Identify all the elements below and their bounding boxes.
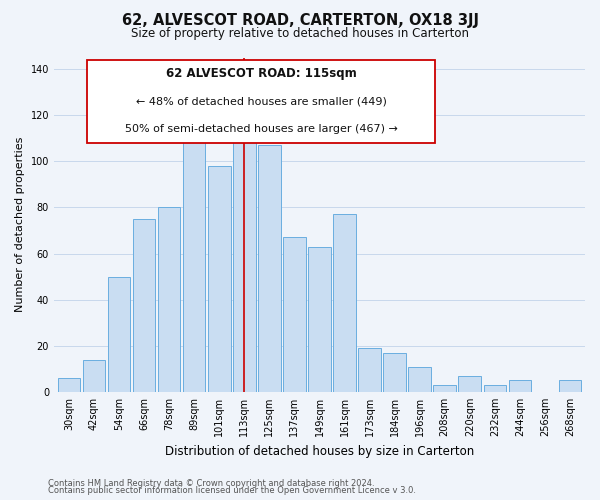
Bar xyxy=(509,380,531,392)
Bar xyxy=(383,352,406,392)
Text: Contains public sector information licensed under the Open Government Licence v : Contains public sector information licen… xyxy=(48,486,416,495)
Text: ← 48% of detached houses are smaller (449): ← 48% of detached houses are smaller (44… xyxy=(136,96,386,106)
Bar xyxy=(233,126,256,392)
Bar xyxy=(133,219,155,392)
Bar xyxy=(283,238,305,392)
Bar xyxy=(58,378,80,392)
Bar xyxy=(83,360,105,392)
Y-axis label: Number of detached properties: Number of detached properties xyxy=(15,137,25,312)
Text: 62 ALVESCOT ROAD: 115sqm: 62 ALVESCOT ROAD: 115sqm xyxy=(166,67,356,80)
Bar xyxy=(308,246,331,392)
Text: Contains HM Land Registry data © Crown copyright and database right 2024.: Contains HM Land Registry data © Crown c… xyxy=(48,478,374,488)
Bar xyxy=(559,380,581,392)
Bar xyxy=(358,348,381,392)
Bar xyxy=(433,385,456,392)
Bar xyxy=(158,208,181,392)
Bar xyxy=(409,366,431,392)
Bar xyxy=(484,385,506,392)
Bar xyxy=(183,120,205,392)
Text: Size of property relative to detached houses in Carterton: Size of property relative to detached ho… xyxy=(131,28,469,40)
X-axis label: Distribution of detached houses by size in Carterton: Distribution of detached houses by size … xyxy=(165,444,474,458)
Bar xyxy=(258,145,281,392)
Bar xyxy=(333,214,356,392)
Bar xyxy=(208,166,230,392)
Bar xyxy=(108,276,130,392)
Bar xyxy=(458,376,481,392)
Text: 62, ALVESCOT ROAD, CARTERTON, OX18 3JJ: 62, ALVESCOT ROAD, CARTERTON, OX18 3JJ xyxy=(121,12,479,28)
Text: 50% of semi-detached houses are larger (467) →: 50% of semi-detached houses are larger (… xyxy=(125,124,397,134)
